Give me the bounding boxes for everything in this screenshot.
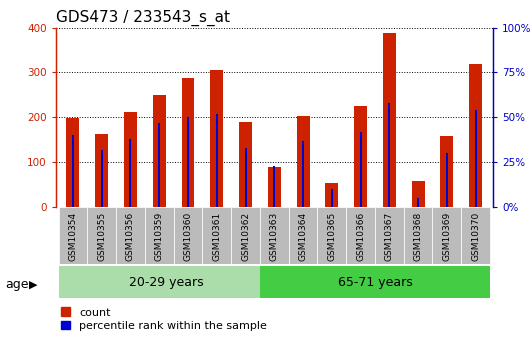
Bar — [404, 207, 432, 264]
Text: age: age — [5, 278, 29, 291]
Bar — [124, 112, 137, 207]
Bar — [244, 148, 246, 207]
Text: ▶: ▶ — [29, 280, 38, 289]
Bar — [440, 136, 453, 207]
Bar — [87, 207, 116, 264]
Bar — [346, 207, 375, 264]
Bar — [331, 189, 333, 207]
Bar — [129, 139, 131, 207]
Bar — [116, 207, 145, 264]
Bar — [461, 207, 490, 264]
Bar — [210, 70, 223, 207]
Bar — [187, 117, 189, 207]
Bar — [95, 134, 108, 207]
Text: GSM10365: GSM10365 — [328, 211, 337, 261]
Text: 65-71 years: 65-71 years — [338, 276, 412, 288]
Text: GSM10360: GSM10360 — [183, 211, 192, 261]
Bar — [317, 207, 346, 264]
Bar — [297, 116, 310, 207]
Bar — [388, 103, 391, 207]
Bar — [145, 207, 174, 264]
Text: GSM10354: GSM10354 — [68, 211, 77, 261]
Bar — [417, 198, 419, 207]
Bar — [302, 141, 304, 207]
Bar — [446, 153, 448, 207]
Bar — [72, 135, 74, 207]
Bar — [153, 95, 166, 207]
Text: GSM10370: GSM10370 — [471, 211, 480, 261]
Bar — [383, 33, 396, 207]
Text: GSM10367: GSM10367 — [385, 211, 394, 261]
Text: 20-29 years: 20-29 years — [129, 276, 204, 288]
Bar — [268, 167, 281, 207]
Text: GSM10361: GSM10361 — [212, 211, 221, 261]
Bar — [239, 122, 252, 207]
Text: GSM10368: GSM10368 — [413, 211, 422, 261]
Bar — [469, 65, 482, 207]
Bar — [325, 183, 338, 207]
Bar — [66, 118, 80, 207]
Bar — [354, 106, 367, 207]
Bar — [359, 132, 361, 207]
Text: GSM10356: GSM10356 — [126, 211, 135, 261]
Bar — [101, 150, 103, 207]
Text: GDS473 / 233543_s_at: GDS473 / 233543_s_at — [56, 10, 229, 26]
Text: GSM10359: GSM10359 — [155, 211, 164, 261]
Bar — [58, 207, 87, 264]
Bar — [273, 166, 275, 207]
Bar — [260, 266, 490, 298]
Bar — [202, 207, 231, 264]
Text: GSM10366: GSM10366 — [356, 211, 365, 261]
Bar — [289, 207, 317, 264]
Bar — [158, 123, 160, 207]
Bar — [58, 266, 260, 298]
Text: GSM10369: GSM10369 — [443, 211, 452, 261]
Text: GSM10355: GSM10355 — [97, 211, 106, 261]
Bar — [181, 78, 195, 207]
Bar — [475, 110, 476, 207]
Bar — [412, 181, 425, 207]
Bar — [231, 207, 260, 264]
Bar — [174, 207, 202, 264]
Text: GSM10362: GSM10362 — [241, 211, 250, 261]
Text: GSM10363: GSM10363 — [270, 211, 279, 261]
Bar — [260, 207, 289, 264]
Bar — [432, 207, 461, 264]
Bar — [216, 114, 218, 207]
Text: GSM10364: GSM10364 — [298, 211, 307, 261]
Bar — [375, 207, 404, 264]
Legend: count, percentile rank within the sample: count, percentile rank within the sample — [61, 307, 267, 331]
